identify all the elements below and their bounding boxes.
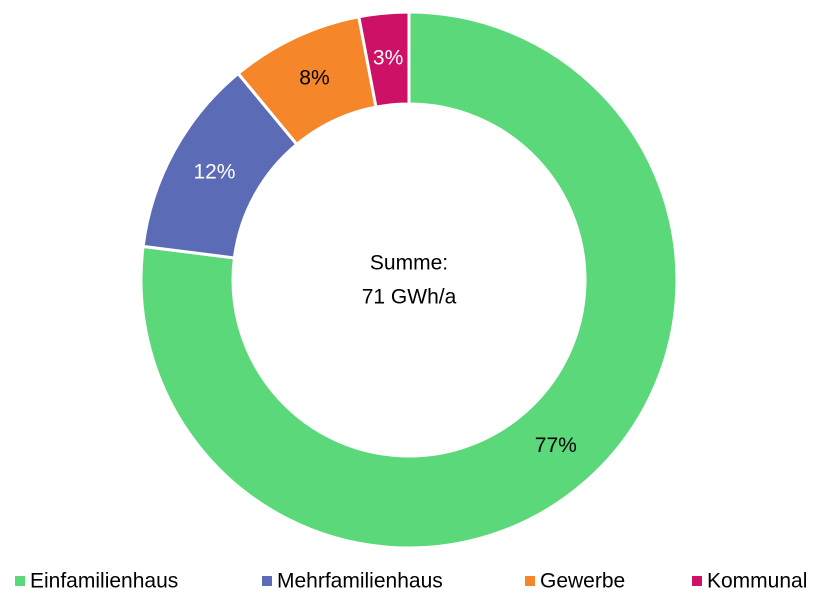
center-text: Summe: <box>370 252 448 275</box>
legend-swatch <box>525 576 535 586</box>
legend-swatch <box>692 576 702 586</box>
data-label: 77% <box>535 434 577 457</box>
slice <box>357 10 411 109</box>
legend-label: Kommunal <box>707 570 807 593</box>
legend-swatch <box>15 576 25 586</box>
legend-swatch <box>262 576 272 586</box>
data-label: 3% <box>373 47 403 70</box>
legend-label: Mehrfamilienhaus <box>277 570 443 593</box>
slice <box>139 10 679 550</box>
center-text: 71 GWh/a <box>362 286 457 309</box>
legend-label: Einfamilienhaus <box>30 570 178 593</box>
data-label: 12% <box>193 161 235 184</box>
data-label: 8% <box>299 67 329 90</box>
legend-label: Gewerbe <box>540 570 625 593</box>
